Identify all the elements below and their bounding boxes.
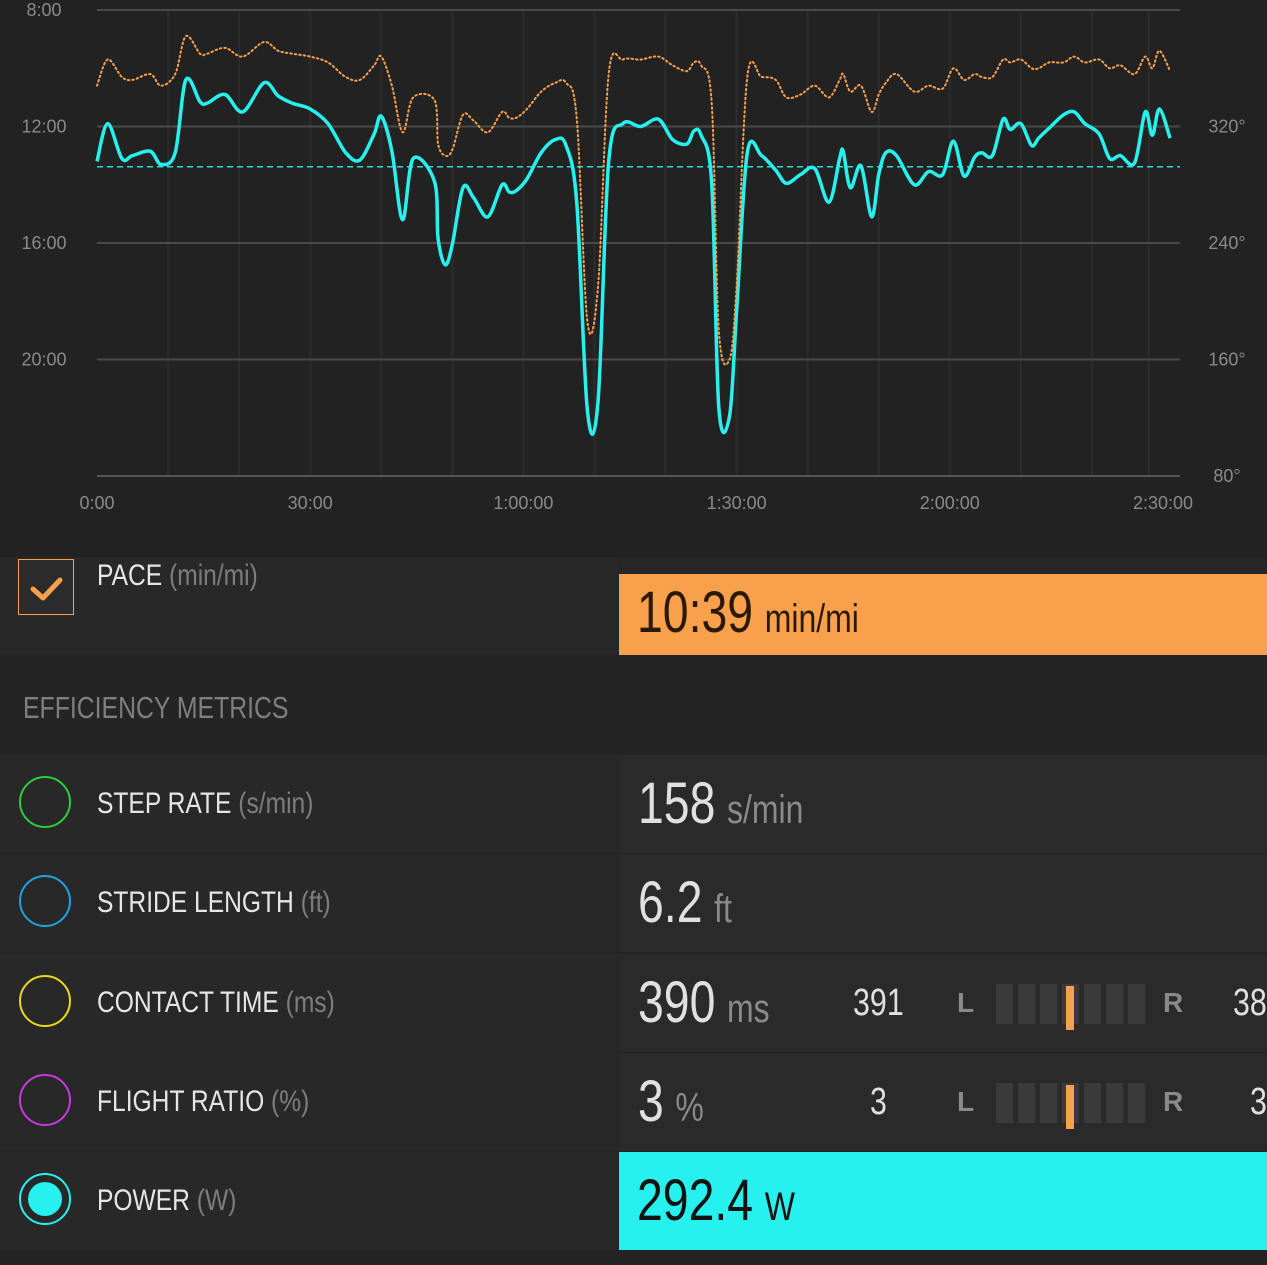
x-tick-label: 0:00 bbox=[79, 493, 114, 513]
x-tick-label: 1:00:00 bbox=[493, 493, 553, 513]
flight-ratio-left-label: L bbox=[957, 1086, 975, 1117]
pace-label-unit: (min/mi) bbox=[169, 559, 258, 592]
power-label-text: POWER bbox=[97, 1184, 190, 1217]
stride-length-row[interactable]: STRIDE LENGTH (ft) 6.2 ft bbox=[0, 854, 1267, 952]
x-tick-label: 1:30:00 bbox=[707, 493, 767, 513]
contact-time-left-label: L bbox=[957, 987, 975, 1018]
flight-ratio-row-left: FLIGHT RATIO (%) bbox=[0, 1053, 617, 1151]
power-label-unit: (W) bbox=[196, 1184, 237, 1217]
power-series-line bbox=[95, 76, 1172, 436]
pace-label: PACE (min/mi) bbox=[97, 527, 258, 625]
contact-time-row[interactable]: CONTACT TIME (ms) 390 ms 391 L R 38 bbox=[0, 954, 1267, 1052]
pace-checkbox[interactable] bbox=[18, 559, 74, 615]
flight-ratio-row[interactable]: FLIGHT RATIO (%) 3 % 3 L R 3 bbox=[0, 1053, 1267, 1151]
power-row[interactable]: POWER (W) 292.4 W bbox=[0, 1152, 1267, 1250]
pace-series-line bbox=[96, 34, 1172, 366]
contact-time-right-value: 38 bbox=[1233, 982, 1267, 1024]
pace-row[interactable]: PACE (min/mi) 10:39 min/mi bbox=[0, 557, 1267, 655]
efficiency-metrics-heading: EFFICIENCY METRICS bbox=[23, 690, 289, 725]
contact-time-label: CONTACT TIME (ms) bbox=[97, 954, 335, 1052]
y-left-tick-label: 16:00 bbox=[21, 233, 66, 253]
stride-length-radio[interactable] bbox=[19, 875, 71, 927]
pace-value-panel: 10:39 min/mi bbox=[619, 574, 1267, 655]
contact-time-right-label: R bbox=[1163, 987, 1184, 1018]
y-left-tick-label: 8:00 bbox=[26, 0, 61, 20]
x-tick-label: 2:00:00 bbox=[920, 493, 980, 513]
step-rate-row[interactable]: STEP RATE (s/min) 158 s/min bbox=[0, 755, 1267, 853]
contact-time-value-panel: 390 ms bbox=[619, 954, 1267, 1052]
contact-time-left-value: 391 bbox=[853, 982, 904, 1024]
stride-length-label-unit: (ft) bbox=[300, 886, 331, 919]
pace-value-number: 10:39 bbox=[637, 580, 754, 645]
power-radio-selected-dot bbox=[28, 1182, 62, 1216]
contact-time-balance-bar bbox=[996, 984, 1146, 1030]
contact-time-row-left: CONTACT TIME (ms) bbox=[0, 954, 617, 1052]
pace-value: 10:39 min/mi bbox=[637, 564, 859, 662]
pace-row-left: PACE (min/mi) bbox=[0, 557, 617, 655]
step-rate-radio[interactable] bbox=[19, 776, 71, 828]
y-right-tick-label: 160° bbox=[1208, 350, 1245, 370]
checkmark-icon bbox=[30, 577, 63, 601]
contact-time-balance-marker bbox=[1066, 986, 1074, 1030]
y-right-tick-label: 80° bbox=[1213, 466, 1240, 486]
stride-length-label-text: STRIDE LENGTH bbox=[97, 886, 294, 919]
step-rate-value-number: 158 bbox=[638, 771, 716, 836]
stride-length-value-panel: 6.2 ft bbox=[619, 854, 1267, 952]
flight-ratio-balance-bar bbox=[996, 1083, 1146, 1129]
y-right-tick-label: 320° bbox=[1208, 117, 1245, 137]
flight-ratio-right-value: 3 bbox=[1250, 1081, 1267, 1123]
flight-ratio-value-number: 3 bbox=[638, 1069, 664, 1134]
step-rate-value-unit: s/min bbox=[726, 788, 804, 832]
pace-power-chart: 8:00 12:00 16:00 20:00 320° 240° 160° 80° 0:00 30… bbox=[21, 0, 1245, 513]
flight-ratio-label: FLIGHT RATIO (%) bbox=[97, 1053, 309, 1151]
flight-ratio-value-panel: 3 % bbox=[619, 1053, 1267, 1151]
flight-ratio-value: 3 % bbox=[638, 1053, 704, 1151]
contact-time-value: 390 ms bbox=[638, 954, 770, 1052]
pace-value-unit: min/mi bbox=[764, 597, 859, 641]
flight-ratio-label-unit: (%) bbox=[271, 1085, 310, 1118]
y-left-tick-label: 12:00 bbox=[21, 117, 66, 137]
power-value: 292.4 W bbox=[637, 1152, 795, 1250]
power-value-panel: 292.4 W bbox=[619, 1152, 1267, 1250]
stride-length-value-unit: ft bbox=[714, 887, 732, 931]
step-rate-label: STEP RATE (s/min) bbox=[97, 755, 313, 853]
y-right-tick-label: 240° bbox=[1208, 233, 1245, 253]
step-rate-row-left: STEP RATE (s/min) bbox=[0, 755, 617, 853]
flight-ratio-right-label: R bbox=[1163, 1086, 1184, 1117]
stride-length-label: STRIDE LENGTH (ft) bbox=[97, 854, 331, 952]
y-left-tick-label: 20:00 bbox=[21, 350, 66, 370]
flight-ratio-radio[interactable] bbox=[19, 1074, 71, 1126]
x-tick-label: 30:00 bbox=[288, 493, 333, 513]
step-rate-value: 158 s/min bbox=[638, 755, 803, 853]
flight-ratio-label-text: FLIGHT RATIO bbox=[97, 1085, 265, 1118]
power-label: POWER (W) bbox=[97, 1152, 236, 1250]
stride-length-row-left: STRIDE LENGTH (ft) bbox=[0, 854, 617, 952]
stride-length-value-number: 6.2 bbox=[638, 870, 703, 935]
contact-time-value-number: 390 bbox=[638, 970, 716, 1035]
step-rate-label-text: STEP RATE bbox=[97, 787, 232, 820]
step-rate-label-unit: (s/min) bbox=[238, 787, 314, 820]
contact-time-label-unit: (ms) bbox=[285, 986, 335, 1019]
flight-ratio-value-unit: % bbox=[675, 1086, 704, 1130]
pace-label-text: PACE bbox=[97, 559, 163, 592]
x-tick-label: 2:30:00 bbox=[1133, 493, 1193, 513]
flight-ratio-left-value: 3 bbox=[870, 1081, 887, 1123]
power-value-unit: W bbox=[764, 1185, 795, 1229]
power-value-number: 292.4 bbox=[637, 1168, 754, 1233]
stride-length-value: 6.2 ft bbox=[638, 854, 732, 952]
step-rate-value-panel: 158 s/min bbox=[619, 755, 1267, 853]
chart-area: 8:00 12:00 16:00 20:00 320° 240° 160° 80° 0:00 30… bbox=[0, 0, 1267, 560]
contact-time-value-unit: ms bbox=[726, 987, 770, 1031]
power-radio[interactable] bbox=[19, 1173, 71, 1225]
contact-time-radio[interactable] bbox=[19, 975, 71, 1027]
flight-ratio-balance-marker bbox=[1066, 1085, 1074, 1129]
power-row-left: POWER (W) bbox=[0, 1152, 617, 1250]
contact-time-label-text: CONTACT TIME bbox=[97, 986, 279, 1019]
